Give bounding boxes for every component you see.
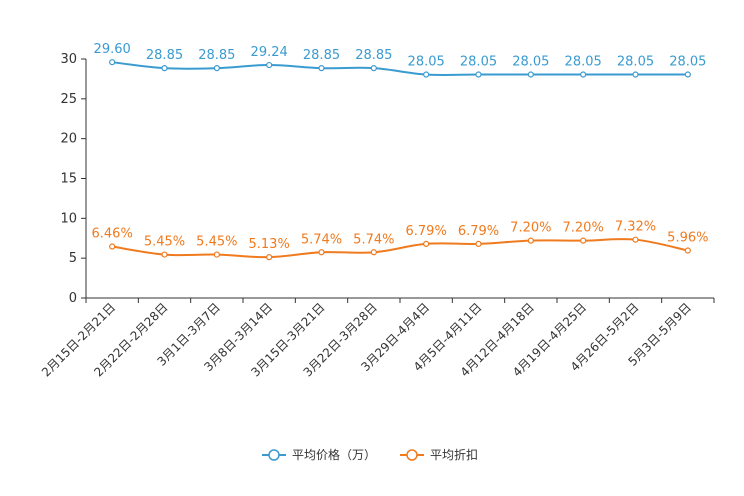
data-point[interactable] <box>370 249 377 256</box>
data-label: 5.13% <box>249 237 290 252</box>
data-point[interactable] <box>580 237 587 244</box>
data-point[interactable] <box>423 240 430 248</box>
data-label: 29.60 <box>94 42 131 57</box>
data-label: 28.05 <box>565 55 602 70</box>
axes: 0510152025302月15日-2月21日2月22日-2月28日3月1日-3… <box>39 52 715 380</box>
data-point[interactable] <box>475 71 482 78</box>
legend-label[interactable]: 平均折扣 <box>430 447 478 462</box>
series-line-0 <box>112 61 688 77</box>
series-line-1 <box>112 238 689 259</box>
y-tick-label: 30 <box>60 52 77 67</box>
data-label: 28.85 <box>355 48 392 63</box>
legend-label[interactable]: 平均价格（万） <box>292 447 376 462</box>
data-point[interactable] <box>213 251 220 258</box>
y-tick-label: 25 <box>60 92 77 107</box>
data-point[interactable] <box>527 71 534 78</box>
data-label: 29.24 <box>251 45 288 60</box>
data-point[interactable] <box>109 243 116 250</box>
data-label: 28.05 <box>408 55 445 70</box>
data-point[interactable] <box>684 247 691 254</box>
legend: 平均价格（万） 平均折扣 <box>262 447 478 462</box>
legend-marker-icon <box>268 449 280 461</box>
series-layer: 29.60 28.85 28.85 29.24 28.85 28.85 28.05 28.05… <box>92 42 708 261</box>
data-point[interactable] <box>266 61 273 69</box>
data-point[interactable] <box>318 65 325 72</box>
y-tick-label: 15 <box>60 172 77 187</box>
data-point[interactable] <box>527 237 534 244</box>
data-point[interactable] <box>161 251 168 258</box>
y-tick-label: 20 <box>60 132 77 147</box>
data-label: 5.45% <box>196 235 237 250</box>
data-point[interactable] <box>632 236 639 243</box>
data-point[interactable] <box>580 71 587 78</box>
data-label: 6.46% <box>92 227 133 242</box>
data-point[interactable] <box>370 65 377 72</box>
y-tick-label: 0 <box>69 291 77 306</box>
data-label: 7.20% <box>510 221 551 236</box>
data-point[interactable] <box>161 65 168 72</box>
legend-marker-icon <box>406 449 418 461</box>
data-point[interactable] <box>109 59 116 66</box>
data-label: 28.05 <box>512 55 549 70</box>
data-point[interactable] <box>213 65 220 72</box>
data-point[interactable] <box>684 71 691 78</box>
data-point[interactable] <box>475 240 482 248</box>
data-label: 7.20% <box>563 221 604 236</box>
data-point[interactable] <box>423 71 430 78</box>
data-label: 28.85 <box>146 48 183 63</box>
data-point[interactable] <box>318 249 325 256</box>
data-point[interactable] <box>632 71 639 78</box>
data-label: 28.05 <box>669 55 706 70</box>
data-point[interactable] <box>266 254 273 261</box>
data-label: 7.32% <box>615 220 656 235</box>
data-label: 28.85 <box>303 48 340 63</box>
data-label: 28.05 <box>460 55 497 70</box>
data-label: 5.96% <box>667 231 708 246</box>
y-tick-label: 10 <box>60 211 77 226</box>
data-label: 28.85 <box>198 48 235 63</box>
y-tick-label: 5 <box>69 251 77 266</box>
data-label: 5.74% <box>353 232 394 247</box>
data-label: 6.79% <box>458 224 499 239</box>
data-label: 5.74% <box>301 232 342 247</box>
data-label: 28.05 <box>617 55 654 70</box>
data-label: 6.79% <box>406 224 447 239</box>
data-label: 5.45% <box>144 235 185 250</box>
